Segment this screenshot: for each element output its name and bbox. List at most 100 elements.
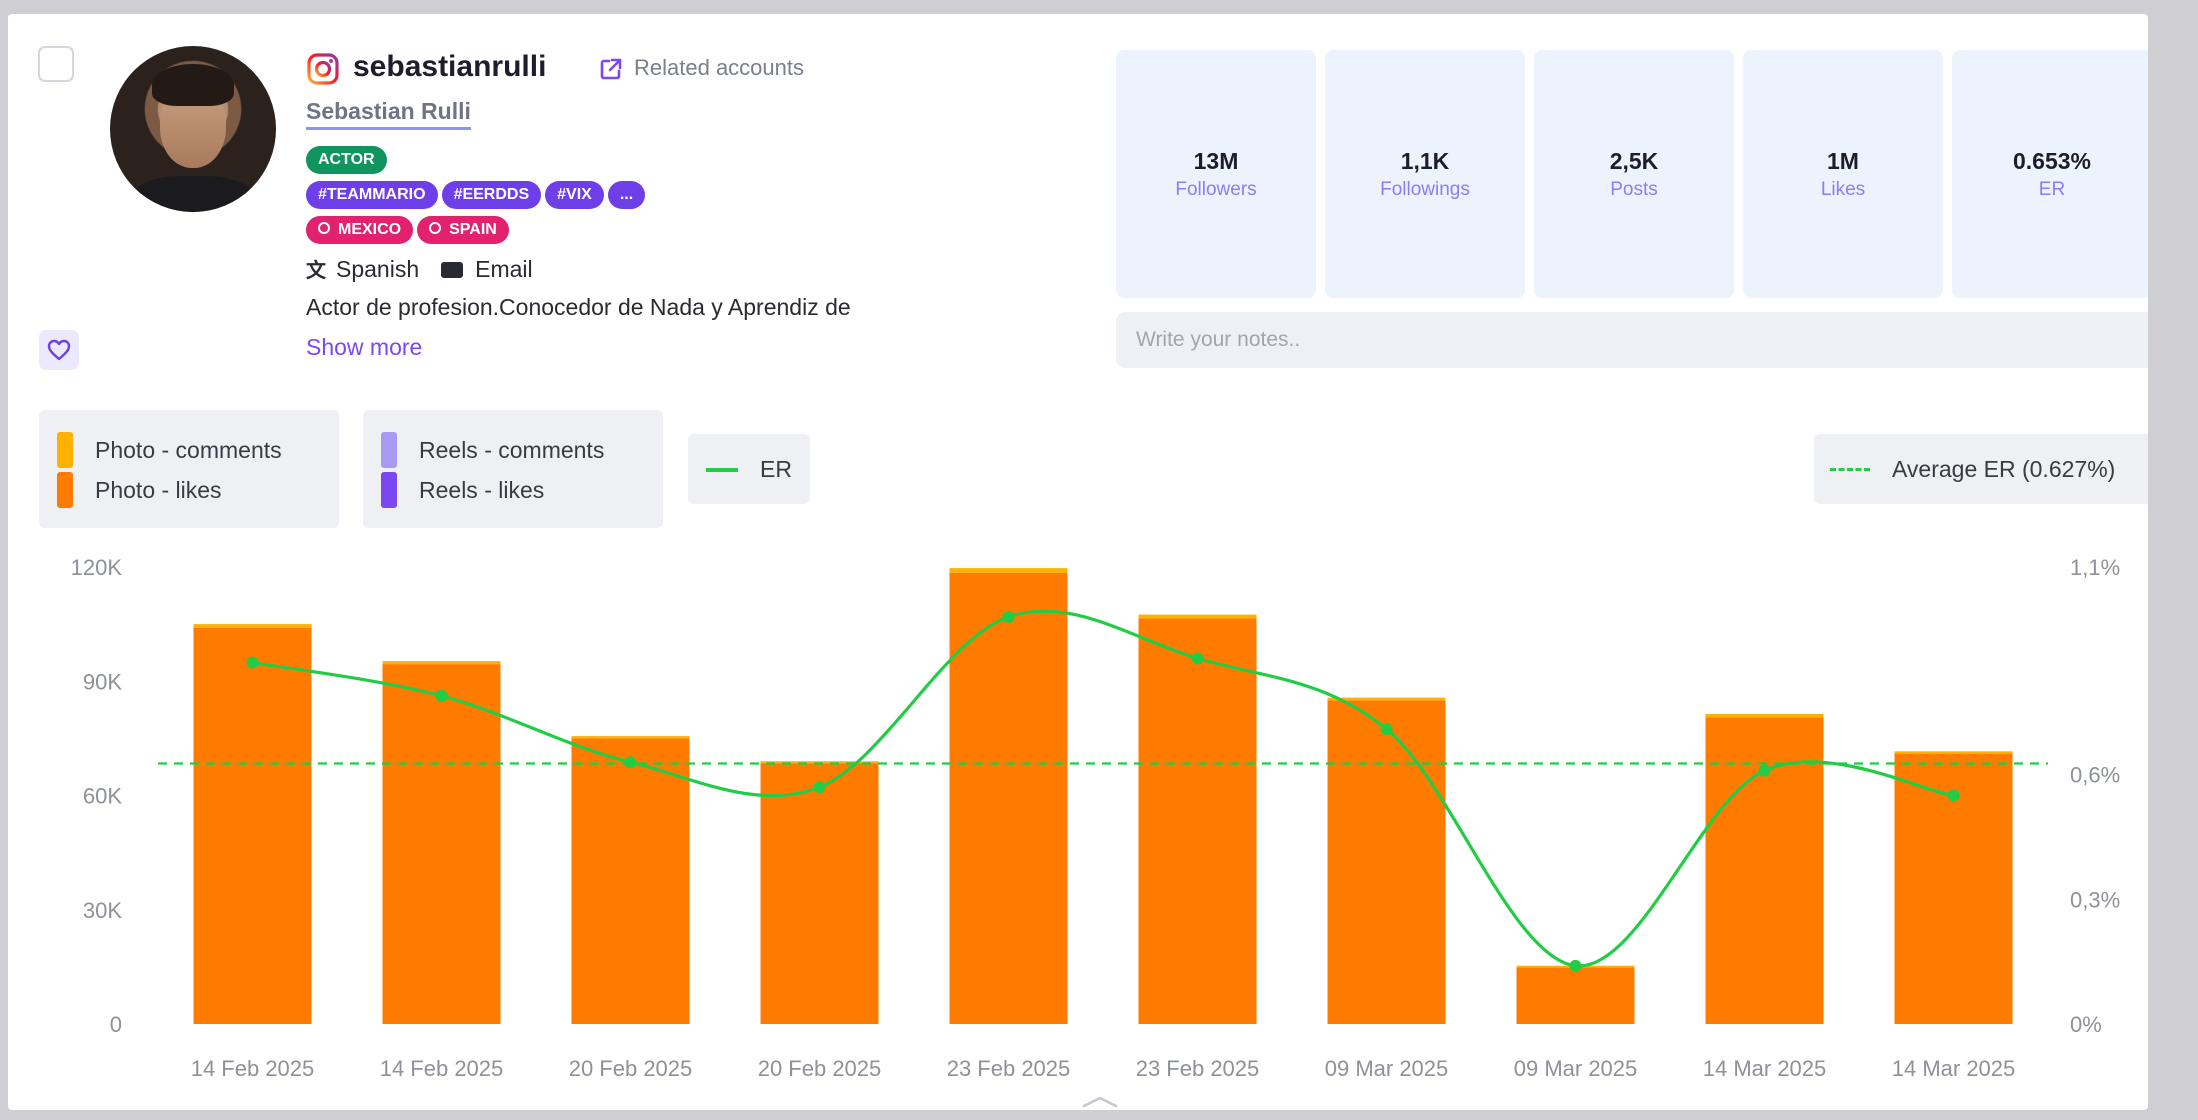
category-badge[interactable]: ACTOR <box>306 146 387 174</box>
y-axis-tick-label: 30K <box>83 898 122 923</box>
bio-text: Actor de profesion.Conocedor de Nada y A… <box>306 294 851 320</box>
location-badge[interactable]: SPAIN <box>417 216 509 244</box>
photo-comments-swatch <box>57 432 73 468</box>
y2-axis-tick-label: 0,6% <box>2070 763 2120 788</box>
legend-reels[interactable]: Reels - comments Reels - likes <box>363 410 663 528</box>
legend-item-reels-likes[interactable]: Reels - likes <box>381 472 544 508</box>
bar-photo-comments <box>193 624 312 628</box>
er-point <box>1569 959 1582 972</box>
more-hashtags-button[interactable]: ... <box>607 181 646 209</box>
related-accounts-link[interactable]: Related accounts <box>634 55 804 80</box>
profile-card: sebastianrulli Related accounts Sebastia… <box>8 14 2148 1110</box>
stat-posts: 2,5K Posts <box>1534 50 1734 298</box>
bar-photo-likes <box>949 572 1068 1024</box>
bar-photo-likes <box>382 664 501 1024</box>
photo-likes-swatch <box>57 472 73 508</box>
er-line-swatch <box>706 467 738 472</box>
reels-comments-swatch <box>381 432 397 468</box>
bar-photo-comments <box>1327 697 1446 701</box>
contact-row: 文 Spanish Email <box>306 254 533 283</box>
hashtag-badge[interactable]: #VIX <box>545 181 604 209</box>
er-point <box>624 756 637 769</box>
reels-likes-swatch <box>381 472 397 508</box>
real-name: Sebastian Rulli <box>306 98 471 130</box>
er-point <box>1002 610 1015 623</box>
y-axis-tick-label: 0 <box>110 1012 122 1037</box>
er-line <box>252 609 1954 968</box>
y-axis-tick-label: 120K <box>71 555 123 580</box>
er-point <box>1191 652 1204 665</box>
bar-photo-comments <box>1894 751 2013 754</box>
language-label: Spanish <box>336 256 420 282</box>
external-link-icon[interactable] <box>598 56 624 82</box>
x-axis-tick-label: 14 Mar 2025 <box>1703 1056 1827 1081</box>
bar-photo-likes <box>760 763 879 1024</box>
favorite-button[interactable] <box>39 330 79 370</box>
legend-average-er[interactable]: Average ER (0.627%) <box>1814 434 2148 504</box>
translate-icon: 文 <box>306 260 326 282</box>
location-pin-icon <box>318 222 330 234</box>
bar-photo-comments <box>949 568 1068 573</box>
bar-photo-likes <box>1138 618 1257 1024</box>
er-point <box>1947 789 1960 802</box>
location-badge[interactable]: MEXICO <box>306 216 414 244</box>
bar-photo-likes <box>1327 700 1446 1024</box>
x-axis-tick-label: 23 Feb 2025 <box>1136 1056 1260 1081</box>
location-pin-icon <box>429 222 442 234</box>
email-link[interactable]: Email <box>475 256 533 282</box>
bar-photo-comments <box>1705 714 1824 718</box>
y-axis-tick-label: 60K <box>83 784 122 809</box>
show-more-link[interactable]: Show more <box>306 334 423 360</box>
collapse-chevron-icon[interactable] <box>1080 1094 1120 1108</box>
x-axis-tick-label: 20 Feb 2025 <box>569 1056 693 1081</box>
y-axis-tick-label: 90K <box>83 669 122 694</box>
hashtag-badge[interactable]: #TEAMMARIO <box>306 181 438 209</box>
location-row: MEXICO SPAIN <box>306 216 513 244</box>
avatar <box>110 46 276 212</box>
engagement-chart: 0 30K 60K 90K 120K 0% 0,3% 0,6% 1,1% 14 Feb 2025 1… <box>71 555 2121 1081</box>
y2-axis-tick-label: 1,1% <box>2070 555 2120 580</box>
stat-followers: 13M Followers <box>1116 50 1316 298</box>
stat-likes: 1M Likes <box>1743 50 1943 298</box>
legend-item-photo-likes[interactable]: Photo - likes <box>57 472 222 508</box>
bar-photo-comments <box>571 736 690 739</box>
x-axis-tick-label: 14 Feb 2025 <box>380 1056 504 1081</box>
legend-item-reels-comments[interactable]: Reels - comments <box>381 432 604 468</box>
legend-photo[interactable]: Photo - comments Photo - likes <box>39 410 339 528</box>
y2-axis-tick-label: 0,3% <box>2070 887 2120 912</box>
instagram-icon <box>307 53 339 85</box>
legend-item-er[interactable]: ER <box>706 456 792 483</box>
username[interactable]: sebastianrulli <box>353 50 547 83</box>
x-axis-tick-label: 09 Mar 2025 <box>1325 1056 1449 1081</box>
x-axis-tick-label: 23 Feb 2025 <box>947 1056 1071 1081</box>
stat-er: 0.653% ER <box>1952 50 2148 298</box>
x-axis-tick-label: 14 Mar 2025 <box>1892 1056 2016 1081</box>
heart-icon <box>47 339 71 361</box>
bar-photo-comments <box>1138 614 1257 619</box>
y2-axis-tick-label: 0% <box>2070 1012 2102 1037</box>
bar-photo-comments <box>760 761 879 764</box>
bar-photo-comments <box>382 661 501 665</box>
er-point <box>246 656 259 669</box>
select-checkbox[interactable] <box>38 46 74 82</box>
er-point <box>435 689 448 702</box>
x-axis-tick-label: 14 Feb 2025 <box>191 1056 315 1081</box>
bar-photo-likes <box>1516 966 1635 1024</box>
stat-followings: 1,1K Followings <box>1325 50 1525 298</box>
hashtag-badge[interactable]: #EERDDS <box>441 181 542 209</box>
x-axis-tick-label: 09 Mar 2025 <box>1514 1056 1638 1081</box>
legend-item-photo-comments[interactable]: Photo - comments <box>57 432 282 468</box>
er-point <box>1758 764 1771 777</box>
notes-input[interactable] <box>1116 312 2148 368</box>
x-axis-tick-label: 20 Feb 2025 <box>758 1056 882 1081</box>
bar-photo-likes <box>571 738 690 1024</box>
legend-item-average-er[interactable]: Average ER (0.627%) <box>1830 456 2115 483</box>
legend-er[interactable]: ER <box>688 434 810 504</box>
email-icon <box>441 262 464 278</box>
average-er-swatch <box>1830 468 1870 471</box>
er-point <box>1380 723 1393 736</box>
category-row: ACTOR <box>306 146 391 174</box>
bar-photo-likes <box>193 627 312 1024</box>
er-point <box>813 781 826 794</box>
hashtag-row: #TEAMMARIO #EERDDS #VIX... <box>306 181 649 209</box>
